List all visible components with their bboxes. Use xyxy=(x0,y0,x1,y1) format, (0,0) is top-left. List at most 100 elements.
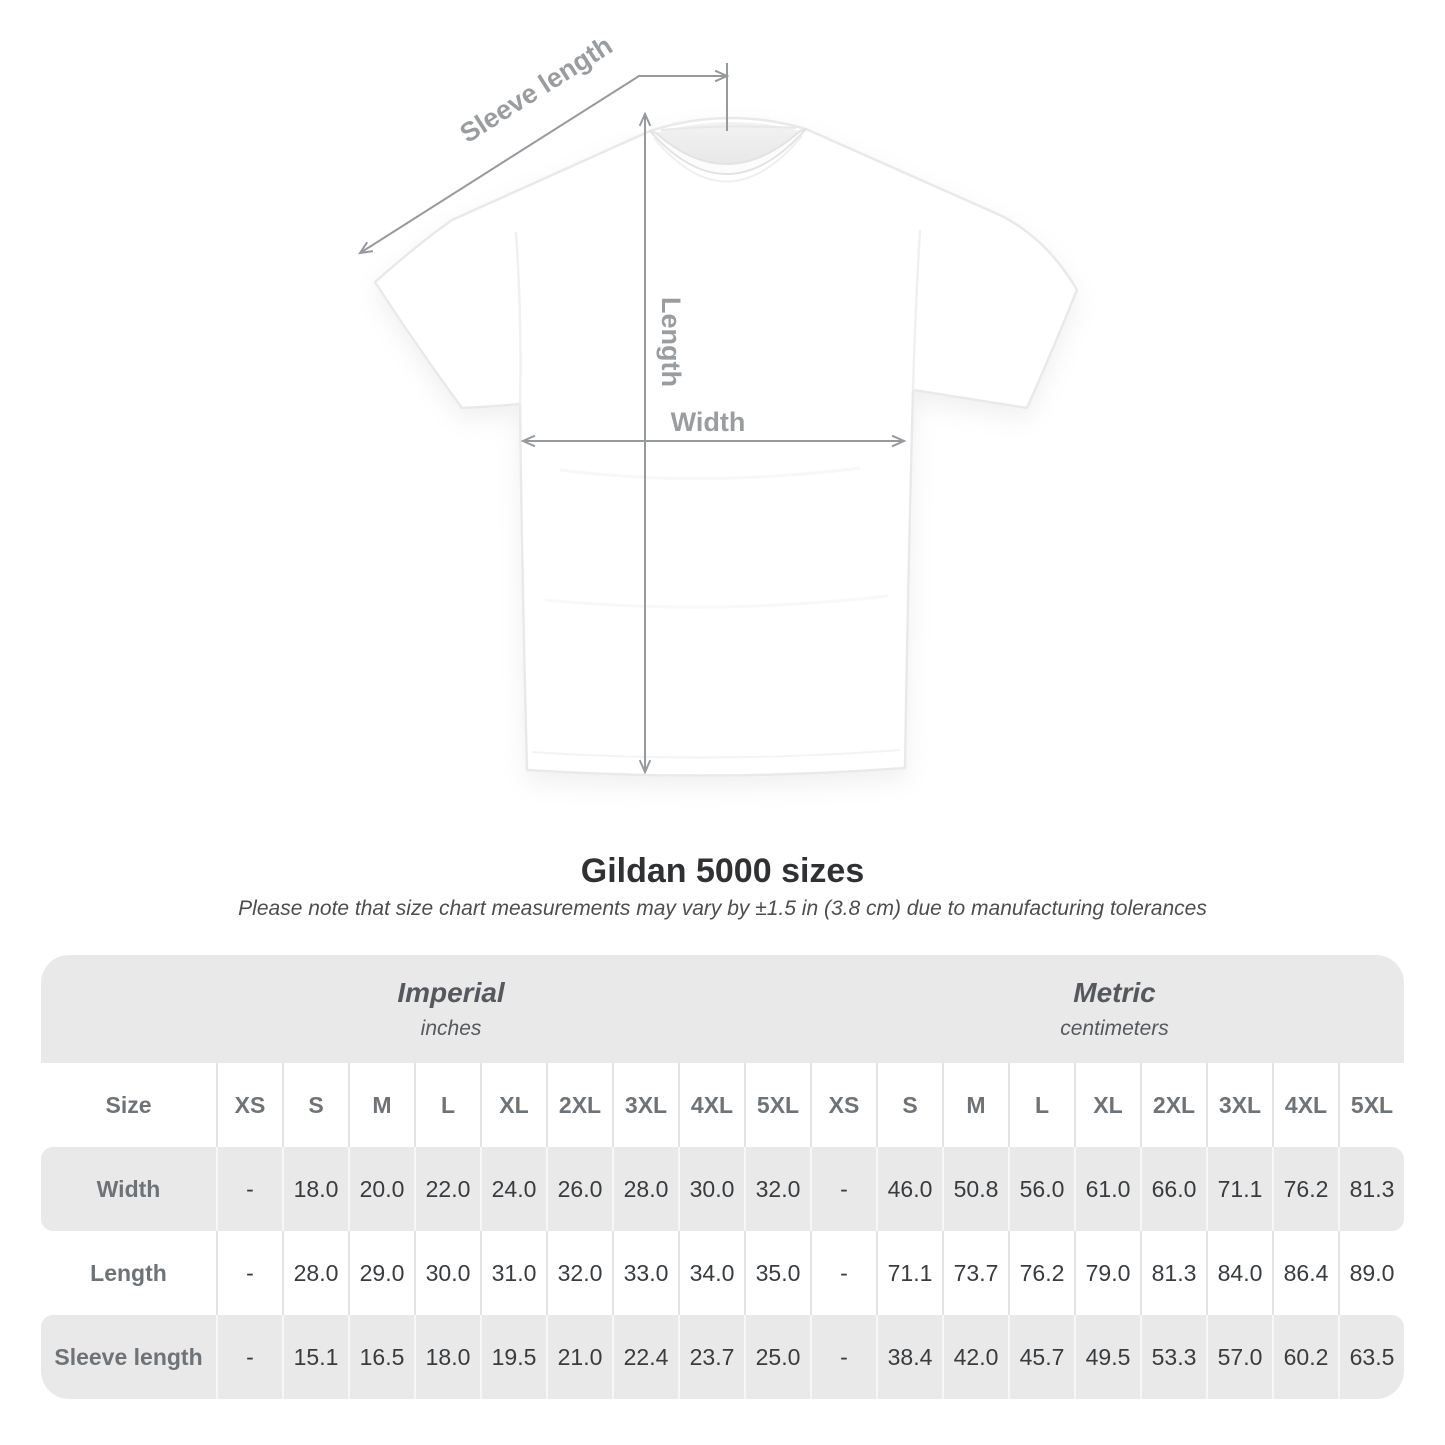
measurement-value: 32.0 xyxy=(744,1147,810,1231)
size-header-metric-2xl: 2XL xyxy=(1140,1063,1206,1147)
measurement-value: 42.0 xyxy=(942,1315,1008,1399)
tshirt-diagram: Sleeve length Length Width xyxy=(357,30,1079,777)
row-label: Sleeve length xyxy=(54,1343,203,1370)
table-row: Sleeve length -15.1 16.5 18.0 19.5 21.0 22.4 23… xyxy=(41,1315,1404,1399)
size-header-metric-s: S xyxy=(876,1063,942,1147)
measurement-value: 34.0 xyxy=(678,1231,744,1315)
hem-stitch xyxy=(531,749,901,759)
measurement-value: 73.7 xyxy=(942,1231,1008,1315)
size-header-imperial-m: M xyxy=(348,1063,414,1147)
measurement-value: 89.0 xyxy=(1338,1231,1404,1315)
measurement-value: - xyxy=(810,1147,876,1231)
measurement-value: - xyxy=(216,1231,282,1315)
arrowhead-right-2 xyxy=(891,434,907,448)
arrowhead-up xyxy=(638,111,652,127)
column-header-row: Size XS S M L XL 2XL 3XL 4XL 5XL XS S M L XL 2XL 3XL 4XL 5… xyxy=(41,1063,1404,1147)
measurement-value: 35.0 xyxy=(744,1231,810,1315)
measurement-value: 18.0 xyxy=(282,1147,348,1231)
sleeve-length-label: Sleeve length xyxy=(455,30,618,149)
imperial-group-header: Imperial inches xyxy=(41,955,809,1063)
measurement-value: 61.0 xyxy=(1074,1147,1140,1231)
size-header-metric-xs: XS xyxy=(810,1063,876,1147)
measurement-value: 53.3 xyxy=(1140,1315,1206,1399)
measurement-value: 22.4 xyxy=(612,1315,678,1399)
measurement-value: 28.0 xyxy=(282,1231,348,1315)
measurement-value: 38.4 xyxy=(876,1315,942,1399)
size-header-imperial-l: L xyxy=(414,1063,480,1147)
measurement-value: 19.5 xyxy=(480,1315,546,1399)
page-subtitle: Please note that size chart measurements… xyxy=(238,897,1207,920)
metric-label: Metric xyxy=(1073,977,1156,1008)
measurement-value: - xyxy=(810,1231,876,1315)
measurement-value: 29.0 xyxy=(348,1231,414,1315)
measurement-value: 24.0 xyxy=(480,1147,546,1231)
size-header-metric-l: L xyxy=(1008,1063,1074,1147)
measurement-value: 32.0 xyxy=(546,1231,612,1315)
metric-group-header: Metric centimeters xyxy=(809,955,1404,1063)
measurement-value: 26.0 xyxy=(546,1147,612,1231)
tshirt-illustration xyxy=(373,116,1079,777)
unit-group-header: Imperial inches Metric centimeters xyxy=(41,955,1404,1063)
measurement-value: 28.0 xyxy=(612,1147,678,1231)
collar-stitch xyxy=(653,135,803,183)
measurement-value: 50.8 xyxy=(942,1147,1008,1231)
measurement-value: - xyxy=(216,1147,282,1231)
measurement-value: 30.0 xyxy=(414,1231,480,1315)
measurement-value: 60.2 xyxy=(1272,1315,1338,1399)
table-row: Length -28.0 29.0 30.0 31.0 32.0 33.0 34.0 35.0-… xyxy=(41,1231,1404,1315)
arrowhead-down xyxy=(638,759,652,775)
size-header-imperial-xs: XS xyxy=(216,1063,282,1147)
left-sleeve-seam xyxy=(514,231,522,405)
row-label: Width xyxy=(96,1175,161,1202)
measurement-value: 57.0 xyxy=(1206,1315,1272,1399)
metric-unit: centimeters xyxy=(1060,1017,1169,1040)
right-sleeve-seam xyxy=(911,229,922,391)
arrowhead-left xyxy=(520,434,536,448)
imperial-unit: inches xyxy=(420,1017,482,1040)
size-header-imperial-2xl: 2XL xyxy=(546,1063,612,1147)
measurement-value: 56.0 xyxy=(1008,1147,1074,1231)
size-header-metric-4xl: 4XL xyxy=(1272,1063,1338,1147)
tshirt-body xyxy=(373,116,1079,777)
measurement-value: 81.3 xyxy=(1140,1231,1206,1315)
table-row: Width -18.0 20.0 22.0 24.0 26.0 28.0 30.0 32.0-4… xyxy=(41,1147,1404,1231)
measurement-value: 31.0 xyxy=(480,1231,546,1315)
size-table: Imperial inches Metric centimeters Size X… xyxy=(41,955,1404,1399)
measurement-value: 71.1 xyxy=(1206,1147,1272,1231)
measurement-value: 76.2 xyxy=(1272,1147,1338,1231)
measurement-value: 30.0 xyxy=(678,1147,744,1231)
sleeve-length-line xyxy=(359,75,727,254)
measurement-value: 63.5 xyxy=(1338,1315,1404,1399)
measurement-value: - xyxy=(216,1315,282,1399)
size-header-imperial-4xl: 4XL xyxy=(678,1063,744,1147)
collar-opening xyxy=(656,121,800,165)
row-label: Length xyxy=(90,1259,167,1286)
arrowhead-right xyxy=(714,69,730,83)
measurement-value: 45.7 xyxy=(1008,1315,1074,1399)
measurement-value: - xyxy=(810,1315,876,1399)
measurement-value: 81.3 xyxy=(1338,1147,1404,1231)
measurement-value: 20.0 xyxy=(348,1147,414,1231)
measurement-value: 23.7 xyxy=(678,1315,744,1399)
arrowhead-sleeve-end xyxy=(357,241,374,255)
measurement-value: 18.0 xyxy=(414,1315,480,1399)
size-header-imperial-5xl: 5XL xyxy=(744,1063,810,1147)
collar-band xyxy=(649,128,807,175)
measurement-value: 46.0 xyxy=(876,1147,942,1231)
measurement-value: 71.1 xyxy=(876,1231,942,1315)
size-corner-header: Size xyxy=(105,1091,152,1118)
size-header-imperial-xl: XL xyxy=(480,1063,546,1147)
imperial-label: Imperial xyxy=(397,977,505,1008)
wrinkle-line xyxy=(559,466,861,480)
measurement-value: 79.0 xyxy=(1074,1231,1140,1315)
size-header-imperial-s: S xyxy=(282,1063,348,1147)
measurement-value: 22.0 xyxy=(414,1147,480,1231)
dimension-lines xyxy=(357,63,907,775)
size-header-metric-3xl: 3XL xyxy=(1206,1063,1272,1147)
size-header-metric-xl: XL xyxy=(1074,1063,1140,1147)
size-header-metric-m: M xyxy=(942,1063,1008,1147)
measurement-value: 66.0 xyxy=(1140,1147,1206,1231)
measurement-value: 21.0 xyxy=(546,1315,612,1399)
measurement-value: 84.0 xyxy=(1206,1231,1272,1315)
